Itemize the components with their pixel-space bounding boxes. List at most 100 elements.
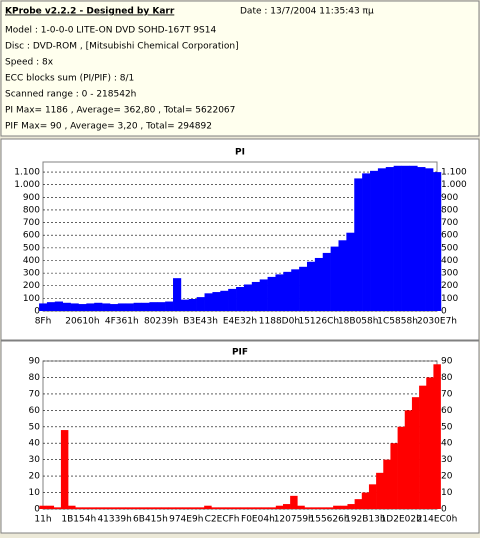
y-tick-label-right: 100 bbox=[441, 294, 458, 304]
bar bbox=[259, 279, 268, 311]
bar bbox=[46, 505, 55, 509]
bar bbox=[306, 261, 316, 311]
y-tick-label-right: 70 bbox=[441, 389, 453, 399]
y-tick-label: 500 bbox=[23, 243, 40, 253]
bar bbox=[240, 507, 248, 509]
bar bbox=[78, 304, 87, 311]
y-tick-label: 900 bbox=[23, 193, 40, 203]
bar bbox=[314, 257, 324, 311]
y-tick-label-right: 500 bbox=[441, 243, 458, 253]
bar bbox=[132, 507, 141, 509]
bar bbox=[75, 507, 83, 509]
y-tick-label-right: 50 bbox=[441, 422, 453, 432]
y-tick-label-right: 1.000 bbox=[441, 180, 467, 190]
bar bbox=[304, 507, 312, 509]
bar bbox=[383, 459, 391, 509]
app-title: KProbe v2.2.2 - Designed by Karr bbox=[5, 7, 175, 17]
bar bbox=[175, 507, 183, 509]
x-tick-label: 192B13h bbox=[345, 515, 386, 525]
bar bbox=[211, 507, 219, 509]
bar bbox=[283, 271, 292, 311]
bar bbox=[117, 303, 127, 311]
bar bbox=[368, 484, 377, 509]
y-tick-label-right: 10 bbox=[441, 488, 453, 498]
y-tick-label: 100 bbox=[23, 294, 40, 304]
bar bbox=[325, 507, 334, 509]
bar bbox=[311, 507, 320, 509]
bar bbox=[236, 287, 245, 311]
x-tick-label: 1C5858h bbox=[377, 317, 418, 327]
bar bbox=[346, 232, 355, 311]
bar bbox=[173, 278, 182, 311]
x-tick-label: C2ECFh bbox=[205, 515, 240, 525]
bar bbox=[188, 299, 197, 311]
bar bbox=[182, 507, 191, 509]
bar bbox=[196, 297, 205, 311]
bar bbox=[204, 505, 212, 509]
y-tick-label-right: 90 bbox=[441, 357, 453, 367]
bar bbox=[275, 505, 284, 509]
bar bbox=[125, 303, 134, 311]
bar bbox=[220, 290, 229, 311]
x-tick-label: E4E32h bbox=[223, 317, 257, 327]
y-tick-label: 80 bbox=[29, 373, 41, 383]
bar bbox=[426, 377, 434, 509]
bar bbox=[225, 507, 234, 509]
y-tick-label: 0 bbox=[34, 505, 40, 515]
bar bbox=[267, 276, 276, 311]
x-tick-label: 41339h bbox=[97, 515, 131, 525]
x-tick-label: 15126Ch bbox=[298, 317, 339, 327]
header-line: Speed : 8x bbox=[5, 58, 54, 68]
bar bbox=[268, 507, 277, 509]
bar bbox=[362, 173, 371, 311]
y-tick-label: 1.100 bbox=[14, 168, 40, 178]
bar bbox=[218, 507, 226, 509]
bar bbox=[370, 170, 379, 311]
bar bbox=[393, 165, 402, 311]
bar bbox=[333, 505, 341, 509]
bar bbox=[54, 301, 63, 311]
bar bbox=[204, 293, 213, 311]
x-tick-label: 2030E7h bbox=[417, 317, 457, 327]
bar bbox=[361, 492, 370, 509]
y-tick-label-right: 80 bbox=[441, 373, 453, 383]
bar bbox=[53, 507, 62, 509]
chart-title: PI bbox=[235, 148, 245, 158]
y-tick-label-right: 0 bbox=[441, 505, 447, 515]
y-tick-label-right: 1.100 bbox=[441, 168, 467, 178]
bar bbox=[275, 274, 284, 311]
y-tick-label-right: 40 bbox=[441, 439, 453, 449]
bar bbox=[401, 165, 410, 311]
x-tick-label: 80239h bbox=[144, 317, 178, 327]
bar bbox=[141, 302, 150, 311]
bar bbox=[243, 284, 253, 311]
header-line: PIF Max= 90 , Average= 3,20 , Total= 294… bbox=[5, 122, 212, 132]
bar bbox=[409, 165, 418, 311]
header-line: ECC blocks sum (PI/PIF) : 8/1 bbox=[5, 74, 134, 84]
y-tick-label: 30 bbox=[29, 455, 41, 465]
y-tick-label-right: 0 bbox=[441, 307, 447, 317]
bar bbox=[297, 505, 305, 509]
scan-date: Date : 13/7/2004 11:35:43 πμ bbox=[240, 7, 374, 17]
y-tick-label-right: 300 bbox=[441, 269, 458, 279]
x-tick-label: 1B154h bbox=[61, 515, 96, 525]
header-line: Disc : DVD-ROM , [Mitsubishi Chemical Co… bbox=[5, 42, 239, 52]
bar bbox=[376, 472, 384, 509]
x-tick-label: 11h bbox=[34, 515, 51, 525]
x-tick-label: 155626h bbox=[310, 515, 350, 525]
bar bbox=[404, 410, 413, 509]
y-tick-label: 400 bbox=[23, 256, 40, 266]
bar bbox=[347, 504, 355, 509]
bar bbox=[70, 303, 79, 311]
bar bbox=[111, 507, 119, 509]
bar bbox=[109, 304, 119, 311]
bar bbox=[146, 507, 155, 509]
bar bbox=[68, 505, 76, 509]
bar bbox=[377, 168, 387, 311]
bar bbox=[46, 302, 56, 311]
bar bbox=[385, 167, 394, 311]
bar bbox=[89, 507, 98, 509]
bar bbox=[197, 507, 205, 509]
y-tick-label: 1.000 bbox=[14, 180, 40, 190]
bar bbox=[425, 168, 434, 311]
